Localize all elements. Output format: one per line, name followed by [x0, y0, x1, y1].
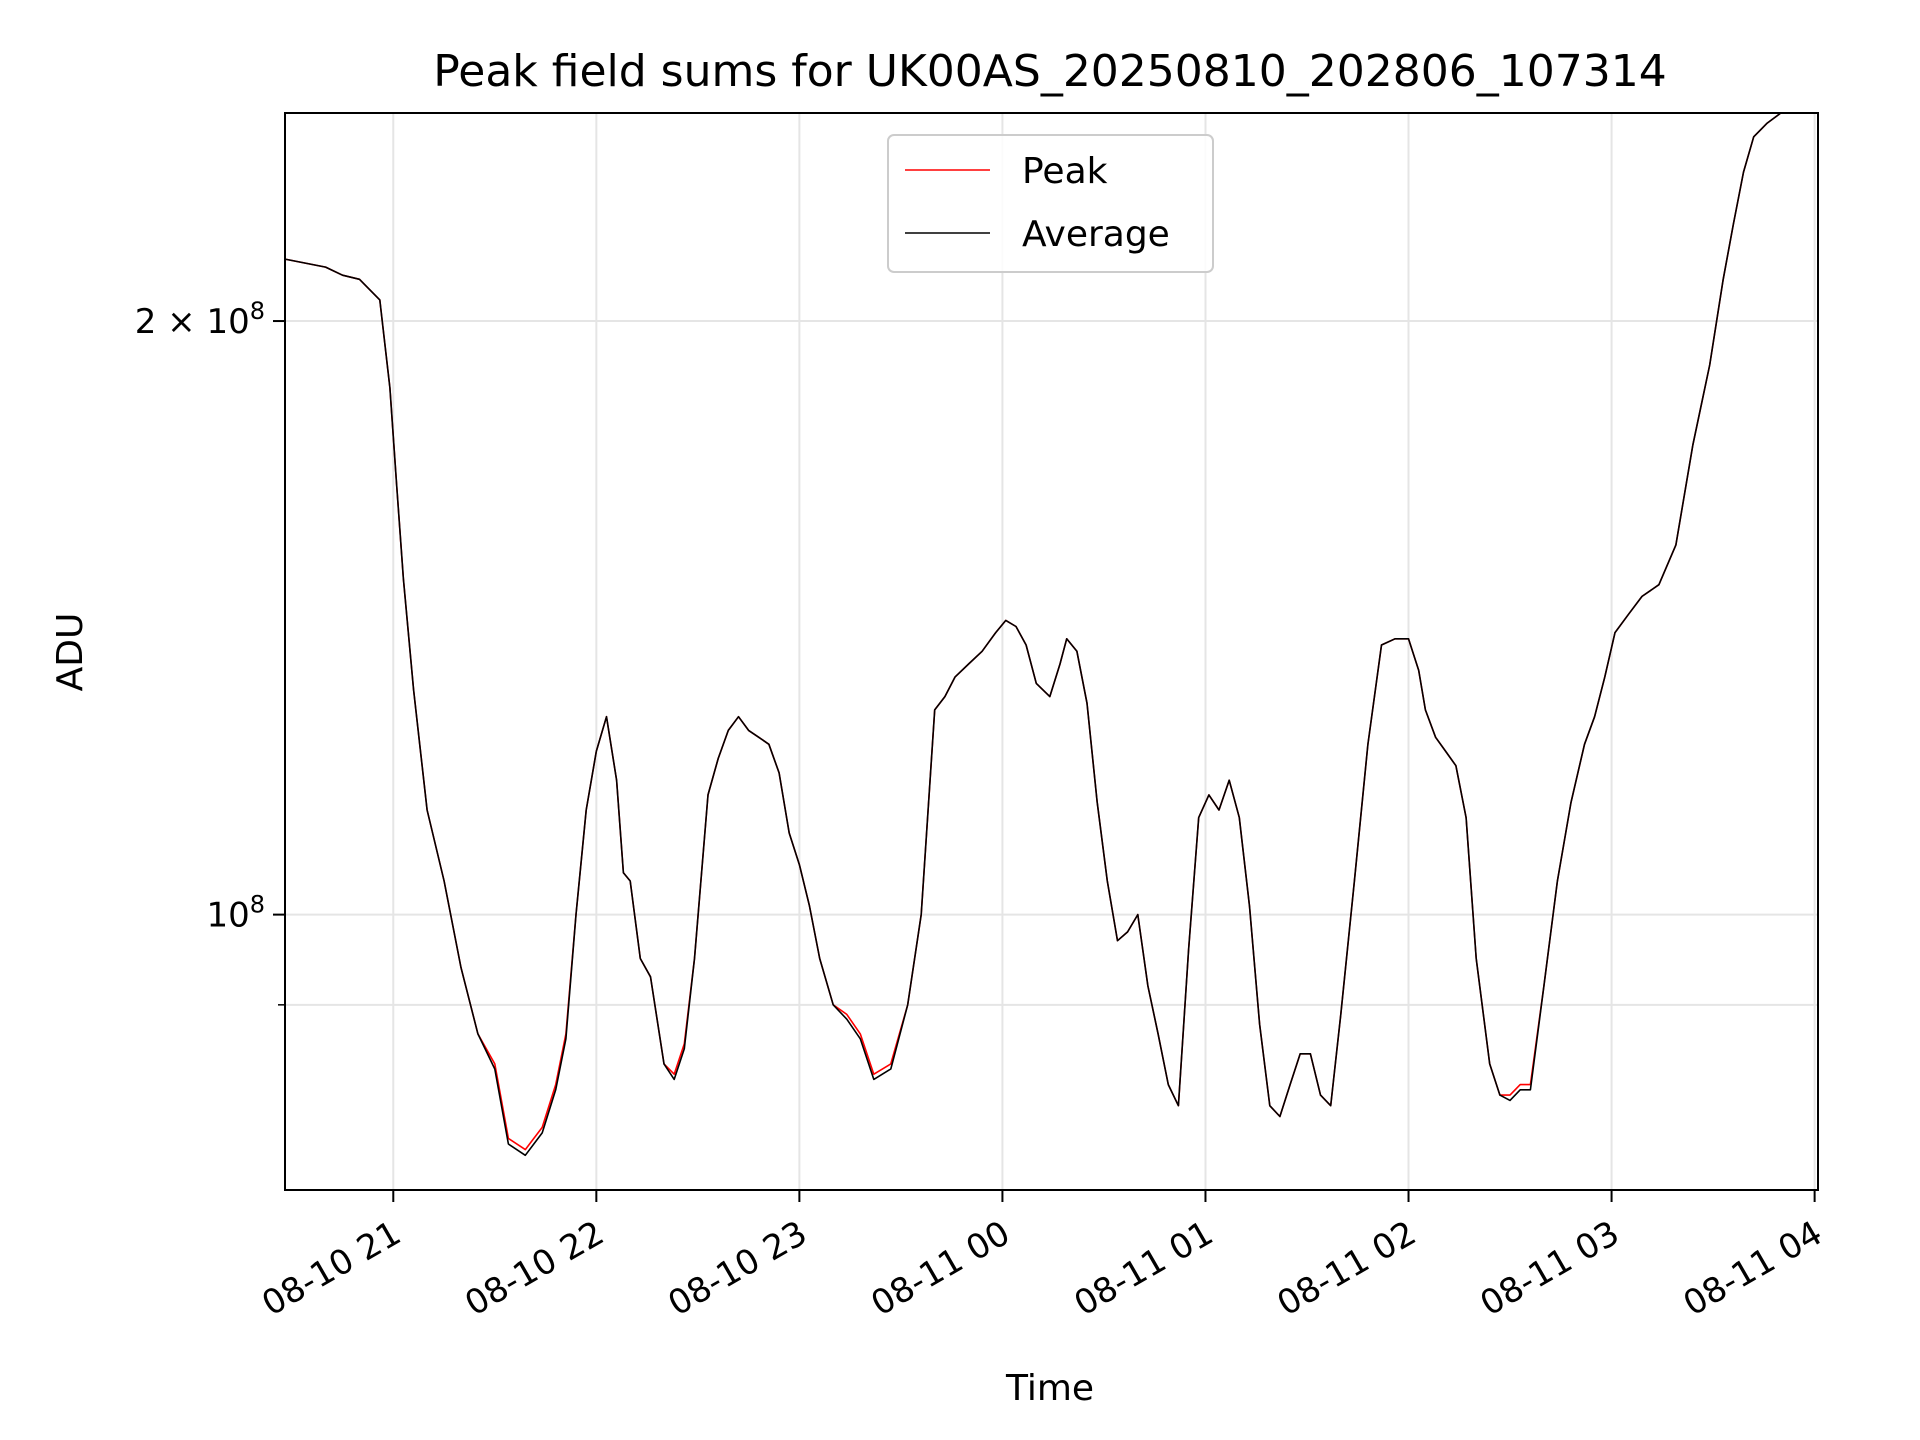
y-tick-label: 2 × 108 [135, 297, 265, 342]
plot-frame [284, 112, 1819, 1191]
y-tick-exponent: 8 [250, 297, 265, 325]
y-tick-base: 10 [206, 896, 249, 936]
chart-title: Peak field sums for UK00AS_20250810_2028… [433, 46, 1666, 97]
plot-lines [284, 112, 1782, 1157]
legend-label-peak: Peak [1022, 151, 1108, 192]
y-tick-coefficient: 2 × [135, 302, 207, 342]
legend-label-average: Average [1022, 214, 1170, 255]
y-tick-label: 108 [206, 891, 265, 936]
legend: Peak Average [887, 134, 1214, 273]
series-line-average [284, 112, 1782, 1157]
x-axis-label: Time [1005, 1368, 1094, 1409]
y-tick-base: 10 [206, 302, 249, 342]
y-tick-exponent: 8 [250, 891, 265, 919]
y-axis-label: ADU [50, 613, 91, 692]
gridlines [285, 113, 1818, 1190]
